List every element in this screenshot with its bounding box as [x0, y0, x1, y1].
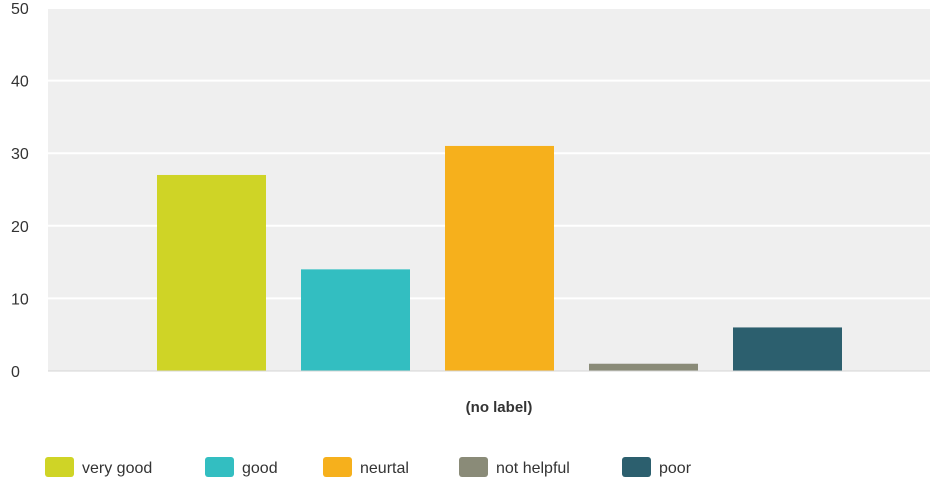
y-tick-label: 30	[11, 146, 29, 163]
y-tick-label: 50	[11, 1, 29, 18]
bars	[157, 145, 842, 371]
bar-good	[301, 269, 410, 371]
y-tick-label: 0	[11, 364, 20, 381]
y-tick-label: 10	[11, 291, 29, 308]
y-axis-ticks: 0 10 20 30 40 50	[11, 1, 29, 381]
y-tick-label: 40	[11, 74, 29, 91]
legend-swatch	[45, 457, 74, 477]
legend-label: not helpful	[496, 460, 570, 477]
legend-swatch	[205, 457, 234, 477]
bar-neurtal	[445, 145, 554, 371]
bar-poor	[733, 327, 842, 371]
bar-not-helpful	[589, 363, 698, 371]
legend-label: poor	[659, 460, 692, 477]
bar-very-good	[157, 174, 266, 371]
category-label: (no label)	[466, 399, 533, 416]
legend-swatch	[459, 457, 488, 477]
legend-label: neurtal	[360, 460, 409, 477]
legend-swatch	[622, 457, 651, 477]
legend-label: very good	[82, 460, 152, 477]
legend-swatch	[323, 457, 352, 477]
legend-label: good	[242, 460, 278, 477]
legend: very good good neurtal not helpful poor	[45, 457, 692, 477]
y-tick-label: 20	[11, 219, 29, 236]
